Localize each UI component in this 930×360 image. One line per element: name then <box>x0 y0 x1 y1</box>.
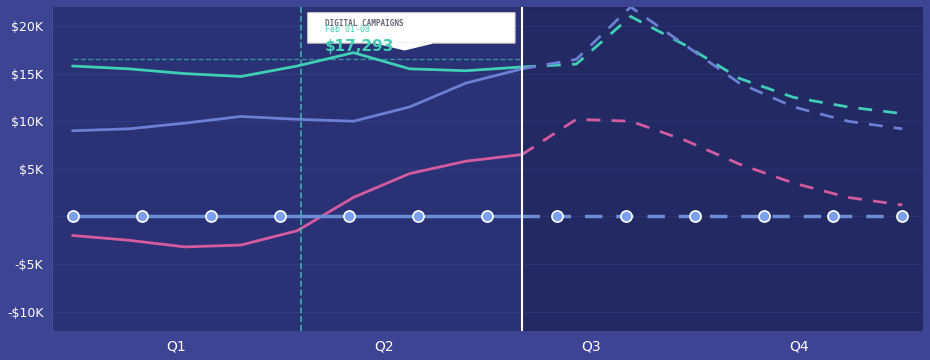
Text: Feb 01-08: Feb 01-08 <box>325 25 370 34</box>
Text: DIGITAL CAMPAIGNS: DIGITAL CAMPAIGNS <box>325 19 404 28</box>
Text: $17,293: $17,293 <box>325 39 394 54</box>
Polygon shape <box>377 43 432 50</box>
Bar <box>522 7 930 331</box>
FancyBboxPatch shape <box>308 13 515 43</box>
